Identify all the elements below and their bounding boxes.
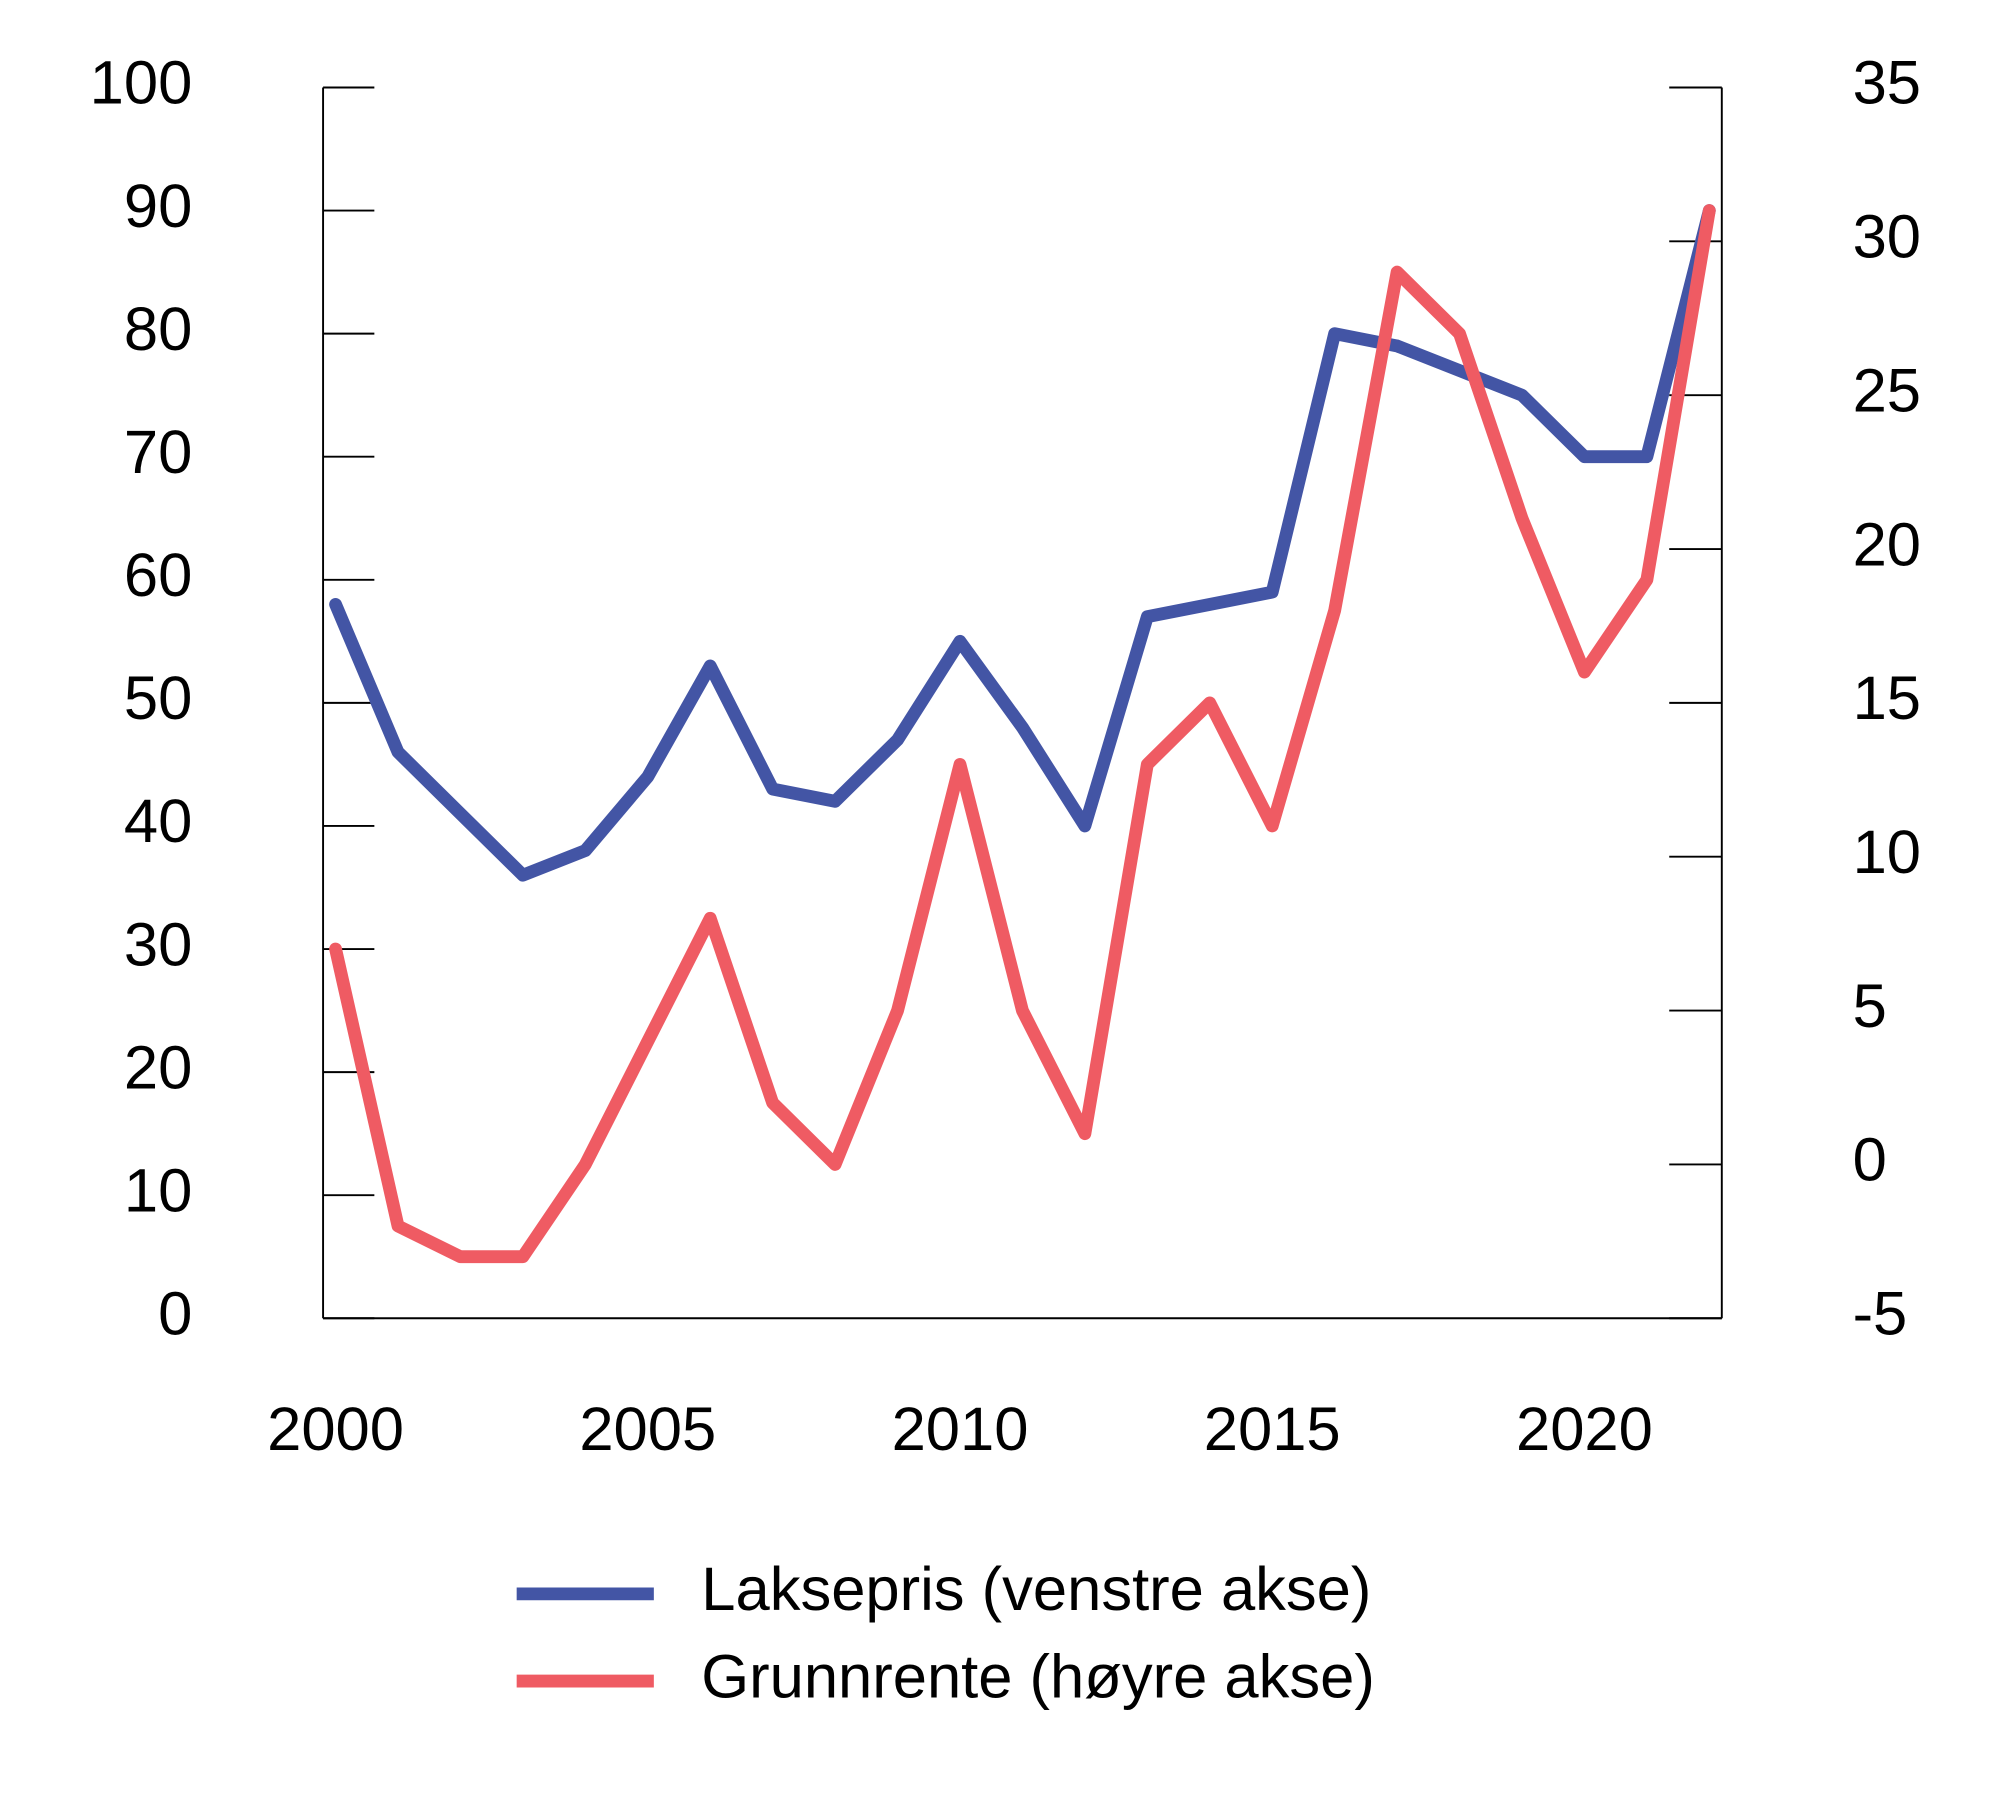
series-line — [329, 204, 1716, 1264]
y-tick-label: 10 — [124, 1156, 192, 1225]
y2-tick-label: 25 — [1853, 356, 1921, 425]
y2-tick-label: 30 — [1853, 203, 1921, 272]
y2-tick-label: -5 — [1853, 1280, 1908, 1349]
x-tick-label: 2015 — [1204, 1395, 1341, 1464]
y-tick-label: 40 — [124, 787, 192, 856]
legend-label: Grunnrente (høyre akse) — [701, 1642, 1375, 1711]
x-tick-label: 2020 — [1516, 1395, 1653, 1464]
x-tick-label: 2005 — [579, 1395, 716, 1464]
y2-tick-label: 10 — [1853, 818, 1921, 887]
y-tick-label: 70 — [124, 418, 192, 487]
y2-tick-label: 20 — [1853, 510, 1921, 579]
y-tick-label: 30 — [124, 910, 192, 979]
y2-tick-label: 5 — [1853, 972, 1887, 1041]
y-tick-label: 60 — [124, 541, 192, 610]
y2-tick-label: 35 — [1853, 49, 1921, 118]
y-tick-label: 50 — [124, 664, 192, 733]
y-tick-label: 0 — [158, 1280, 192, 1349]
series-line — [329, 204, 1716, 882]
y2-tick-label: 0 — [1853, 1126, 1887, 1195]
x-tick-label: 2000 — [267, 1395, 404, 1464]
axes — [322, 87, 1723, 1320]
legend-label: Laksepris (venstre akse) — [701, 1555, 1371, 1624]
y-tick-label: 20 — [124, 1033, 192, 1102]
y-tick-label: 100 — [90, 49, 193, 118]
y-tick-label: 80 — [124, 295, 192, 364]
y2-tick-label: 15 — [1853, 664, 1921, 733]
x-tick-label: 2010 — [892, 1395, 1029, 1464]
y-tick-label: 90 — [124, 172, 192, 241]
